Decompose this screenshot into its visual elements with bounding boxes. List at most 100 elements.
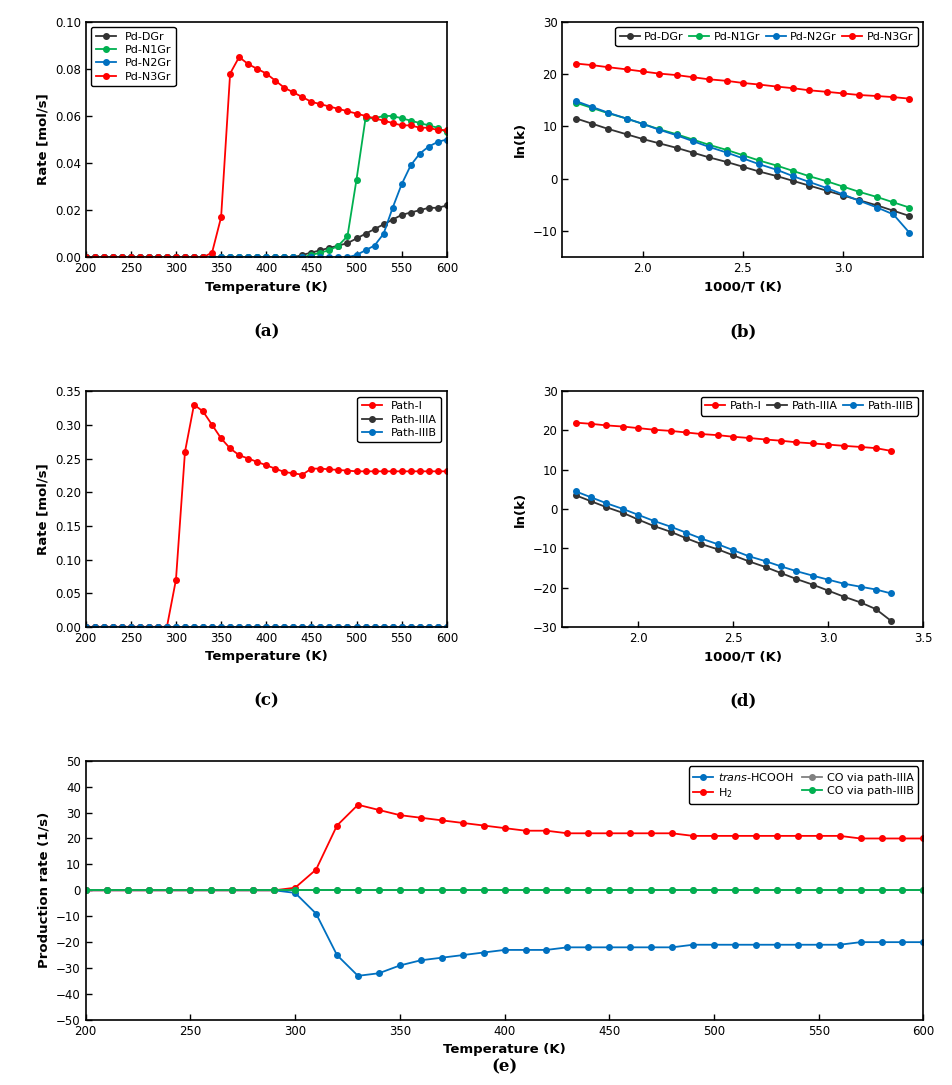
Path-IIIA <box>170 621 182 634</box>
Pd-N1Gr <box>753 154 764 167</box>
Pd-N3Gr <box>903 92 915 105</box>
Pd-DGr <box>753 165 764 178</box>
Pd-N1Gr <box>872 191 883 204</box>
Pd-N2Gr <box>803 176 815 189</box>
Path-IIIA <box>727 549 739 562</box>
Pd-N1Gr <box>603 106 614 119</box>
Pd-N1Gr <box>704 138 715 151</box>
Pd-N1Gr <box>405 114 416 127</box>
Pd-N1Gr <box>279 251 290 264</box>
Pd-DGr <box>152 251 164 264</box>
Pd-N3Gr <box>441 124 452 137</box>
Pd-N3Gr <box>107 251 118 264</box>
Path-I <box>297 469 308 482</box>
Pd-N2Gr <box>297 251 308 264</box>
Pd-N1Gr <box>134 251 146 264</box>
Pd-N3Gr <box>378 114 389 127</box>
Pd-N3Gr <box>387 116 398 129</box>
Path-IIIB <box>648 514 660 527</box>
Pd-N1Gr <box>288 251 299 264</box>
Line: Pd-DGr: Pd-DGr <box>574 116 912 219</box>
Pd-N1Gr <box>225 251 236 264</box>
Path-IIIA <box>288 621 299 634</box>
Path-IIIB <box>695 532 706 545</box>
Pd-DGr <box>872 199 883 212</box>
Pd-N3Gr <box>432 124 444 137</box>
Y-axis label: ln(k): ln(k) <box>514 122 527 157</box>
Pd-N2Gr <box>80 251 91 264</box>
Path-I <box>225 442 236 455</box>
Pd-DGr <box>854 194 865 207</box>
Path-I <box>134 621 146 634</box>
Pd-N1Gr <box>207 251 218 264</box>
Path-I <box>807 437 819 450</box>
Pd-DGr <box>225 251 236 264</box>
Path-IIIA <box>432 621 444 634</box>
Pd-DGr <box>324 241 335 254</box>
Path-I <box>243 452 254 465</box>
Path-IIIB <box>261 621 272 634</box>
Path-IIIB <box>807 570 819 583</box>
Pd-DGr <box>98 251 109 264</box>
Path-I <box>664 424 676 437</box>
Pd-DGr <box>89 251 100 264</box>
Pd-DGr <box>143 251 154 264</box>
Pd-N1Gr <box>687 133 699 146</box>
Path-IIIA <box>306 621 317 634</box>
Pd-N2Gr <box>350 248 362 261</box>
Pd-N2Gr <box>838 188 849 201</box>
Pd-DGr <box>887 204 899 217</box>
Pd-N3Gr <box>243 58 254 71</box>
Path-IIIB <box>80 621 91 634</box>
Pd-N3Gr <box>134 251 146 264</box>
Pd-N3Gr <box>570 58 582 71</box>
Pd-N3Gr <box>737 76 748 89</box>
Pd-N1Gr <box>378 110 389 123</box>
Pd-N2Gr <box>396 178 407 191</box>
Line: Pd-N2Gr: Pd-N2Gr <box>83 137 449 260</box>
Path-IIIB <box>790 564 802 577</box>
Pd-DGr <box>441 199 452 212</box>
Legend: Path-I, Path-IIIA, Path-IIIB: Path-I, Path-IIIA, Path-IIIB <box>357 397 441 443</box>
Path-I <box>152 621 164 634</box>
Path-I <box>261 459 272 472</box>
Path-I <box>251 456 263 469</box>
Path-I <box>279 465 290 478</box>
Line: Pd-N2Gr: Pd-N2Gr <box>574 99 912 235</box>
Pd-DGr <box>179 251 190 264</box>
Pd-DGr <box>432 202 444 215</box>
Path-IIIB <box>414 621 426 634</box>
Path-IIIA <box>823 584 834 597</box>
Pd-N1Gr <box>98 251 109 264</box>
Y-axis label: ln(k): ln(k) <box>514 492 527 526</box>
Pd-N1Gr <box>903 201 915 214</box>
Path-I <box>170 573 182 586</box>
Pd-N3Gr <box>98 251 109 264</box>
Path-I <box>760 433 771 446</box>
Pd-N1Gr <box>637 117 648 130</box>
Pd-N2Gr <box>188 251 200 264</box>
Pd-N1Gr <box>107 251 118 264</box>
Text: (d): (d) <box>729 693 757 710</box>
Pd-DGr <box>80 251 91 264</box>
Path-I <box>695 427 706 441</box>
Pd-N3Gr <box>822 86 833 99</box>
Path-I <box>360 464 371 477</box>
Path-I <box>197 405 208 418</box>
Path-I <box>89 621 100 634</box>
Pd-N3Gr <box>261 67 272 80</box>
Path-IIIA <box>695 537 706 550</box>
Pd-N1Gr <box>243 251 254 264</box>
Pd-N2Gr <box>423 140 434 153</box>
Path-IIIA <box>633 513 645 526</box>
Pd-DGr <box>233 251 245 264</box>
Pd-N1Gr <box>368 112 380 125</box>
Pd-DGr <box>653 137 664 150</box>
Pd-N3Gr <box>586 59 598 72</box>
Pd-DGr <box>342 237 353 250</box>
Pd-N1Gr <box>360 112 371 125</box>
Path-IIIA <box>188 621 200 634</box>
Path-IIIB <box>98 621 109 634</box>
Pd-DGr <box>822 184 833 197</box>
Pd-N3Gr <box>414 122 426 135</box>
